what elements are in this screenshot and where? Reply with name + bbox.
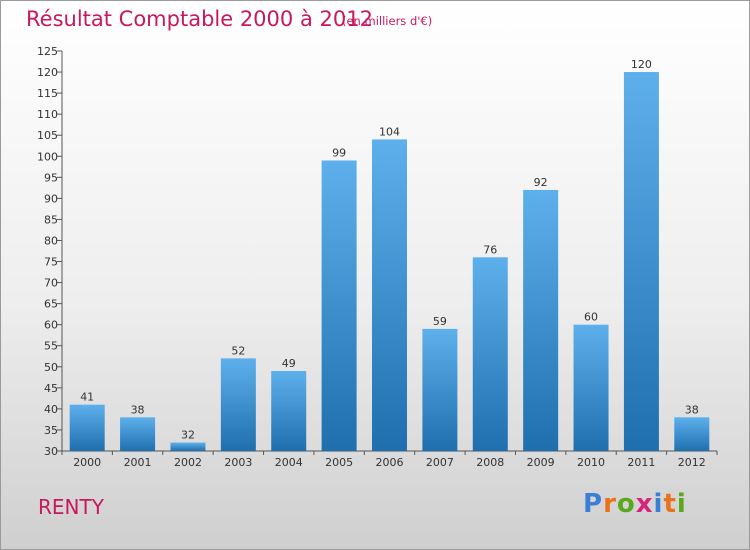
y-tick-label: 65 [44, 298, 58, 311]
y-tick-label: 75 [44, 256, 58, 269]
x-axis: 2000 2001 2002 2003 2004 2005 2006 2007 2008 2009… [61, 450, 718, 469]
x-tick-label-2007: 2007 [426, 456, 454, 469]
x-tick-label-2001: 2001 [124, 456, 152, 469]
y-tick-label: 50 [44, 361, 58, 374]
y-tick-label: 80 [44, 234, 58, 247]
value-label-2001: 38 [131, 403, 145, 416]
value-label-2005: 99 [332, 146, 346, 159]
bar-2006[interactable] [372, 139, 407, 451]
y-tick-label: 70 [44, 277, 58, 290]
logo-letter: o [616, 489, 636, 519]
y-tick-label: 95 [44, 171, 58, 184]
logo-letter: r [603, 489, 617, 519]
value-label-2011: 120 [631, 58, 652, 71]
bar-2002[interactable] [170, 442, 206, 451]
y-tick-label: 120 [37, 66, 58, 79]
logo-letter: i [676, 489, 687, 519]
x-tick-label-2005: 2005 [325, 456, 353, 469]
value-label-2004: 49 [282, 357, 296, 370]
bar-2007[interactable] [422, 328, 458, 451]
y-tick-label: 110 [37, 108, 58, 121]
value-label-2000: 41 [80, 391, 94, 404]
x-tick-label-2009: 2009 [527, 456, 555, 469]
y-tick-label: 30 [44, 445, 58, 458]
y-tick-label: 40 [44, 403, 58, 416]
town-name: RENTY [38, 495, 104, 519]
bar-2009[interactable] [523, 189, 559, 451]
value-label-2003: 52 [231, 344, 245, 357]
x-tick-label-2008: 2008 [476, 456, 504, 469]
bar-2011[interactable] [623, 72, 659, 451]
y-tick-label: 85 [44, 213, 58, 226]
bar-2000[interactable] [69, 404, 105, 451]
bar-2001[interactable] [120, 417, 156, 451]
y-axis: 30 35 40 45 50 55 60 65 70 75 80 85 90 95 100 105 110 115… [37, 45, 63, 458]
value-label-2006: 104 [379, 125, 400, 138]
value-label-2007: 59 [433, 315, 447, 328]
bar-2010[interactable] [573, 324, 609, 451]
bar-2003[interactable] [220, 358, 256, 451]
x-tick-label-2011: 2011 [627, 456, 655, 469]
logo-letter: t [663, 489, 677, 519]
value-label-2002: 32 [181, 429, 195, 442]
bar-2004[interactable] [271, 371, 307, 451]
y-tick-label: 55 [44, 340, 58, 353]
logo-letter: P [583, 489, 604, 519]
y-tick-label: 35 [44, 424, 58, 437]
y-tick-label: 60 [44, 319, 58, 332]
x-tick-label-2003: 2003 [224, 456, 252, 469]
bar-2008[interactable] [472, 257, 508, 451]
y-tick-label: 115 [37, 87, 58, 100]
chart-subtitle: (en milliers d'€) [342, 14, 433, 28]
value-label-2008: 76 [483, 243, 497, 256]
x-tick-label-2012: 2012 [678, 456, 706, 469]
y-tick-label: 125 [37, 45, 58, 58]
y-tick-label: 105 [37, 129, 58, 142]
x-tick-label-2004: 2004 [275, 456, 303, 469]
y-tick-label: 45 [44, 382, 58, 395]
value-label-2010: 60 [584, 311, 598, 324]
bar-2005[interactable] [321, 160, 357, 451]
chart-title: Résultat Comptable 2000 à 2012 [26, 7, 373, 31]
value-label-2009: 92 [534, 176, 548, 189]
bars: 41 38 32 52 49 99 104 59 76 92 60 120 38 [69, 58, 710, 451]
x-tick-label-2010: 2010 [577, 456, 605, 469]
x-tick-label-2002: 2002 [174, 456, 202, 469]
x-tick-label-2006: 2006 [376, 456, 404, 469]
logo-letter: i [653, 489, 664, 519]
y-tick-label: 90 [44, 192, 58, 205]
value-label-2012: 38 [685, 403, 699, 416]
y-tick-label: 100 [37, 150, 58, 163]
proxiti-logo[interactable]: Proxiti [583, 489, 687, 519]
bar-2012[interactable] [674, 417, 710, 451]
logo-letter: x [635, 489, 654, 519]
x-tick-label-2000: 2000 [73, 456, 101, 469]
